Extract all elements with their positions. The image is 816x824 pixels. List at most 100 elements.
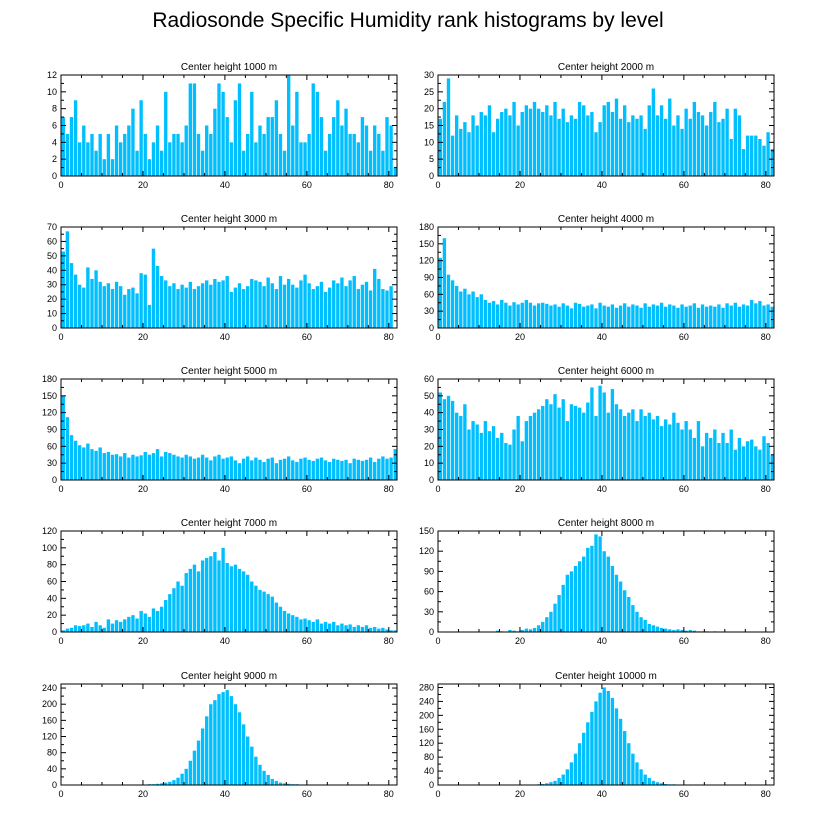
histogram-bar [90,626,94,632]
histogram-bar [151,248,156,328]
y-tick-label: 25 [424,87,434,97]
histogram-bar [225,276,229,328]
panel-title: Center height 9000 m [181,671,277,682]
histogram-bar [623,105,627,176]
histogram-bar [659,783,664,785]
x-tick-label: 20 [515,789,525,799]
y-tick-label: 10 [47,309,57,319]
x-tick-label: 40 [220,180,230,190]
histogram-bar [98,447,102,480]
histogram-bar [582,306,586,328]
histogram-bar [770,306,774,328]
histogram-bar [565,122,569,176]
histogram-bar [606,306,610,328]
histogram-bar [176,581,180,632]
histogram-bar [102,286,106,328]
histogram-bar [200,454,205,480]
histogram-panel-9: Center height 9000 m 0 20 40 60 80 0 40 80 120 160… [42,671,398,799]
histogram-bar [209,133,213,176]
histogram-bar [635,762,639,785]
histogram-panel-3: Center height 3000 m 0 20 40 60 80 0 10 20 30 40 50… [47,214,398,342]
x-tick-label: 40 [597,636,607,646]
histogram-bar [299,142,303,176]
histogram-bar [106,619,111,633]
histogram-bar [213,108,217,176]
histogram-bar [348,624,352,632]
histogram-bar [217,694,221,785]
x-tick-label: 80 [384,636,394,646]
x-tick-label: 80 [761,636,771,646]
histogram-bar [327,133,332,176]
histogram-bar [709,305,713,328]
histogram-bar [246,286,250,328]
histogram-bar [205,457,209,480]
histogram-bar [237,463,242,480]
x-tick-label: 40 [597,180,607,190]
histogram-bar [295,287,299,328]
histogram-bar [573,118,578,176]
histogram-bar [151,453,156,480]
histogram-bar [598,302,602,328]
histogram-bar [717,304,721,328]
histogram-bar [590,112,594,176]
histogram-bar [582,105,586,176]
histogram-bar [94,150,98,176]
histogram-bar [246,574,250,632]
y-tick-label: 40 [424,766,434,776]
x-tick-label: 60 [302,332,312,342]
histogram-bar [541,302,545,328]
histogram-bar [610,304,615,328]
histogram-bar [90,133,94,176]
y-tick-label: 60 [47,441,57,451]
main-title: Radiosonde Specific Humidity rank histog… [152,9,664,32]
histogram-bar [516,304,520,328]
histogram-bar [61,251,65,328]
histogram-bar [545,303,549,328]
histogram-bar [688,305,692,328]
histogram-bar [364,459,369,480]
histogram-panel-6: Center height 6000 m 0 20 40 60 80 0 10 20 30 40 50… [424,366,775,494]
histogram-bar [762,305,766,328]
histogram-bar [221,547,225,632]
x-tick-label: 80 [384,180,394,190]
histogram-bar [569,404,574,480]
histogram-bar [389,125,393,176]
histogram-bar [389,457,393,480]
histogram-bar [520,441,524,480]
x-tick-label: 0 [435,484,440,494]
histogram-bar [270,778,274,785]
histogram-bar [250,460,254,480]
histogram-bar [73,440,78,480]
histogram-bar [663,628,668,632]
histogram-bar [758,138,762,176]
histogram-bar [102,453,106,480]
histogram-bar [94,270,98,328]
histogram-bar [270,283,274,328]
histogram-bar [205,280,209,328]
histogram-bar [307,620,311,632]
histogram-bar [696,112,701,176]
x-tick-label: 60 [679,636,689,646]
histogram-bar [610,566,615,632]
histogram-bar [495,630,500,632]
histogram-bar [373,268,377,328]
histogram-bar [631,115,635,176]
histogram-bar [373,125,377,176]
histogram-bar [147,616,152,632]
histogram-bar [168,594,172,633]
y-tick-label: 80 [47,560,57,570]
histogram-bar [647,412,651,480]
x-tick-label: 20 [138,636,148,646]
y-tick-label: 80 [424,752,434,762]
histogram-bar [237,83,242,176]
histogram-bar [729,138,733,176]
histogram-bar [270,596,274,632]
histogram-bar [168,453,172,480]
y-tick-label: 120 [42,526,57,536]
histogram-bar [508,305,512,328]
histogram-bar [385,629,389,632]
histogram-bar [668,98,672,176]
histogram-bar [344,108,348,176]
histogram-bar [135,293,139,328]
x-tick-label: 60 [302,636,312,646]
